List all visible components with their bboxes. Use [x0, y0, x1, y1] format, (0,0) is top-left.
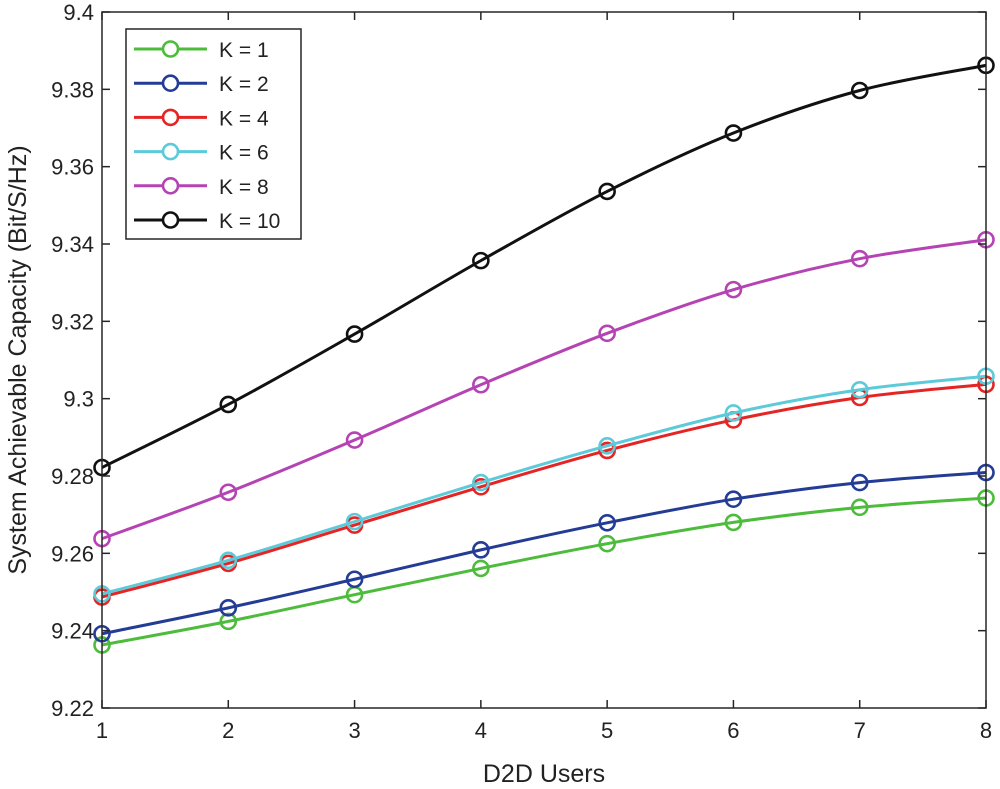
data-point-k2	[598, 513, 616, 532]
data-point-k6	[724, 404, 743, 422]
y-tick-label: 9.28	[51, 464, 94, 489]
data-point-k1	[472, 559, 490, 578]
legend-label: K = 1	[219, 39, 269, 62]
data-point-k10	[724, 124, 743, 142]
legend-marker	[161, 108, 180, 127]
axis-ticks: 1 2 3 4 5 6 7 8 9.22 9.24 9.26 9.28 9.3 9.32 9.34 9.36 9…	[51, 0, 992, 743]
data-point-k10	[345, 325, 364, 343]
legend-label: K = 2	[219, 73, 269, 96]
data-point-k8	[598, 324, 616, 343]
data-point-k2	[724, 490, 743, 509]
legend-item-k8: K = 8	[134, 176, 269, 199]
x-tick-label: 2	[222, 718, 234, 743]
legend-label: K = 4	[219, 107, 269, 130]
data-point-k2	[850, 473, 869, 492]
data-point-k1	[724, 513, 743, 532]
series-line-k2	[101, 471, 987, 636]
data-point-k8	[850, 249, 869, 268]
data-point-k6	[850, 380, 869, 399]
data-point-k6	[345, 512, 364, 531]
legend-item-k6: K = 6	[134, 142, 269, 165]
data-point-k8	[472, 375, 490, 394]
legend-box	[125, 28, 302, 240]
series-line-k8	[101, 238, 987, 541]
legend-marker	[161, 74, 180, 92]
series-line-k10	[101, 63, 987, 469]
series-line-k6	[101, 374, 987, 596]
data-point-k6	[472, 473, 490, 492]
series-k6	[93, 367, 995, 603]
data-point-k1	[598, 534, 616, 553]
legend-marker	[161, 142, 180, 161]
y-tick-label: 9.3	[63, 387, 94, 412]
plot-area-frame	[101, 11, 987, 709]
data-point-k6	[219, 551, 238, 570]
data-point-k1	[850, 498, 869, 517]
legend-item-k1: K = 1	[134, 39, 269, 62]
y-tick-label: 9.26	[51, 541, 94, 566]
data-point-k8	[219, 483, 238, 502]
legend-item-k10: K = 10	[134, 210, 280, 233]
data-point-k8	[345, 431, 364, 449]
data-point-k1	[219, 612, 238, 631]
data-point-k2	[219, 599, 238, 617]
legend-item-k2: K = 2	[134, 73, 269, 96]
series-line-k4	[101, 382, 987, 599]
data-point-k6	[598, 437, 616, 455]
y-tick-label: 9.36	[51, 155, 94, 180]
y-tick-label: 9.24	[51, 619, 94, 644]
y-tick-label: 9.38	[51, 77, 94, 102]
data-point-k10	[850, 81, 869, 100]
legend-item-k4: K = 4	[134, 107, 269, 130]
y-tick-label: 9.32	[51, 309, 94, 334]
legend-marker	[161, 211, 180, 229]
x-axis-label: D2D Users	[483, 760, 605, 788]
data-point-k2	[345, 570, 364, 589]
legend-label: K = 8	[219, 176, 269, 199]
y-tick-label: 9.34	[51, 232, 94, 257]
x-tick-label: 5	[601, 718, 613, 743]
series-k8	[93, 230, 995, 548]
x-tick-label: 6	[727, 718, 739, 743]
x-tick-label: 8	[980, 718, 992, 743]
legend-marker	[161, 177, 180, 195]
y-tick-label: 9.22	[51, 696, 94, 721]
x-tick-label: 3	[348, 718, 360, 743]
x-tick-label: 1	[96, 718, 108, 743]
data-point-k4	[598, 441, 616, 460]
y-tick-label: 9.4	[63, 0, 94, 25]
legend-label: K = 10	[219, 210, 280, 233]
legend-marker	[161, 40, 180, 58]
legend-label: K = 6	[219, 142, 269, 165]
data-point-k2	[472, 541, 490, 559]
y-axis-label: System Achievable Capacity (Bit/S/Hz)	[4, 145, 32, 574]
x-tick-label: 4	[475, 718, 487, 743]
series-line-k1	[101, 496, 987, 647]
data-point-k8	[724, 280, 743, 299]
data-point-k10	[598, 182, 616, 201]
x-tick-label: 7	[854, 718, 866, 743]
data-point-k10	[472, 251, 490, 270]
data-point-k10	[219, 395, 238, 414]
legend: K = 1 K = 2 K = 4 K = 6 K = 8 K = 10	[125, 28, 302, 240]
